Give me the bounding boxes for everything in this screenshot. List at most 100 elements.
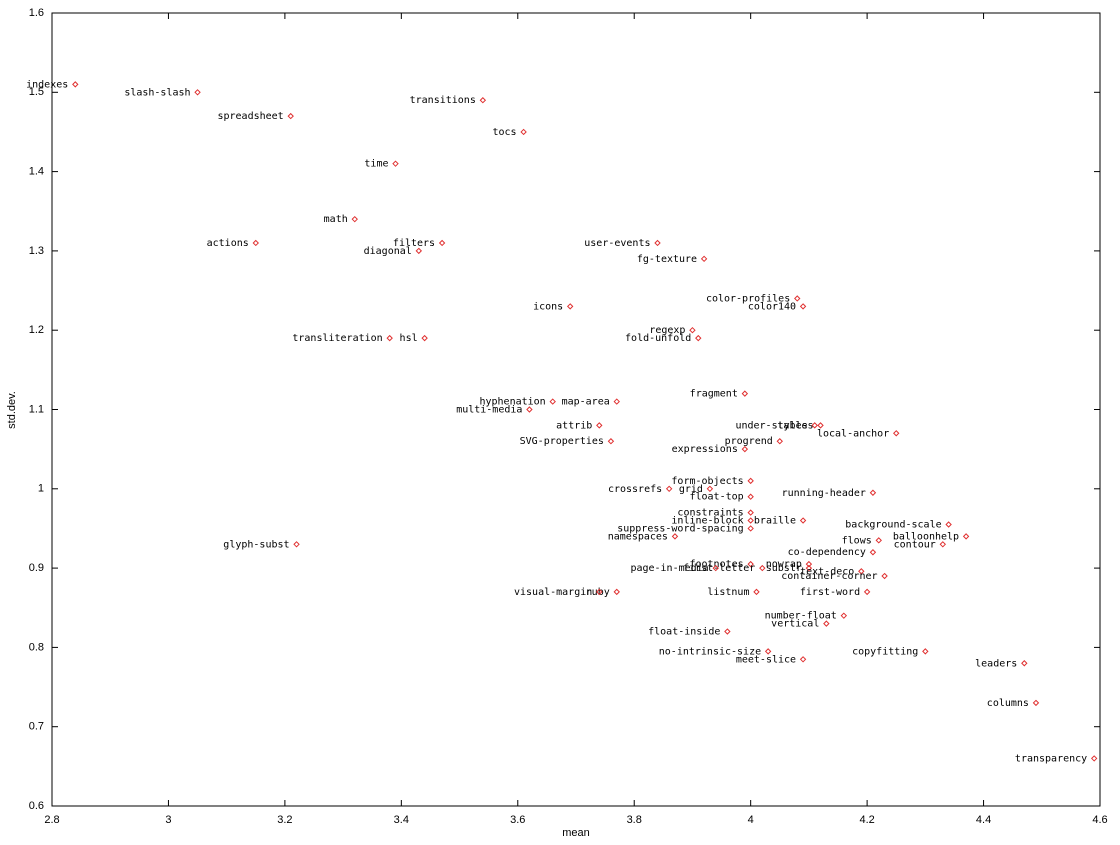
point [654, 239, 661, 247]
point-label: first-word [800, 587, 860, 598]
point-label: color-profiles [706, 293, 790, 304]
point [922, 648, 929, 655]
point-label: running-header [782, 488, 866, 499]
point [805, 564, 813, 572]
point-label: visual-margin [514, 587, 592, 598]
point [72, 81, 79, 88]
point-label: icons [533, 301, 563, 312]
point [421, 334, 428, 342]
point [671, 533, 679, 540]
x-axis-label: mean [562, 827, 590, 839]
point [869, 489, 877, 496]
point-label: flows [842, 535, 872, 546]
point [863, 588, 871, 596]
point [747, 517, 754, 524]
point-label: page-in-media [630, 563, 708, 574]
point-label: under-styles [735, 420, 807, 431]
point-label: listnum [707, 587, 749, 598]
point [759, 564, 766, 572]
point-label: container-corner [781, 571, 877, 582]
point-label: grid [679, 484, 703, 495]
point [695, 334, 702, 342]
point-label: actions [207, 238, 249, 249]
point [351, 215, 358, 223]
point-label: map-area [562, 397, 610, 408]
point-label: fold-unfold [625, 333, 691, 344]
point-label: first-letter [683, 563, 755, 574]
point-label: balloonhelp [893, 531, 959, 542]
point [875, 537, 882, 544]
point [939, 541, 947, 548]
point-label: math [324, 214, 348, 225]
point-label: transitions [410, 95, 476, 106]
point [945, 521, 952, 528]
point-label: footnotes [689, 559, 743, 570]
point [858, 568, 865, 575]
point [287, 112, 294, 120]
point [549, 398, 556, 405]
x-tick-label: 3.2 [277, 814, 292, 826]
point-label: spreadsheet [217, 111, 283, 122]
point [747, 493, 754, 500]
point-label: background-scale [845, 519, 941, 530]
point-label: attrib [556, 420, 592, 431]
point [1021, 660, 1028, 667]
point-label: suppress-word-spacing [617, 523, 743, 534]
y-tick-label: 1.1 [29, 403, 44, 415]
point [665, 485, 673, 493]
point-label: text-deco [800, 566, 854, 577]
x-tick-label: 4.6 [1092, 814, 1107, 826]
point [392, 160, 399, 167]
point [596, 422, 603, 429]
point [799, 656, 807, 663]
point-label: leaders [975, 658, 1017, 669]
x-tick-label: 4.4 [976, 814, 991, 826]
point [724, 628, 731, 635]
x-tick-label: 4 [748, 814, 754, 826]
point [566, 303, 574, 310]
point [415, 247, 423, 255]
point-label: nowrap [766, 559, 802, 570]
point-label: crossrefs [608, 484, 662, 495]
point [479, 97, 487, 104]
point [1090, 755, 1098, 762]
x-tick-label: 2.8 [44, 814, 59, 826]
y-tick-label: 0.7 [29, 721, 44, 733]
point [747, 525, 754, 532]
y-tick-label: 1.3 [29, 245, 44, 257]
point [881, 572, 888, 580]
point [293, 541, 300, 548]
point-label: user-events [584, 238, 650, 249]
point-label: regexp [649, 325, 685, 336]
point-label: columns [987, 698, 1029, 709]
point-label: meet-slice [736, 654, 796, 665]
point [526, 406, 533, 413]
point [799, 517, 807, 524]
point-label: inline-block [671, 516, 743, 527]
point [840, 612, 848, 619]
plot-frame [51, 12, 1101, 807]
point-label: contour [894, 539, 936, 550]
point-label: transparency [1015, 753, 1087, 764]
point-label: progrend [725, 436, 773, 447]
point-label: vertical [771, 619, 819, 630]
point-label: SVG-properties [520, 436, 604, 447]
point-label: copyfitting [852, 646, 918, 657]
point [817, 422, 824, 429]
point-label: filters [393, 238, 435, 249]
y-tick-label: 0.8 [29, 641, 44, 653]
point [869, 549, 877, 556]
y-tick-label: 1.2 [29, 324, 44, 336]
point-label: tables [777, 420, 813, 431]
point [805, 560, 813, 568]
point [689, 326, 696, 334]
point-label: transliteration [292, 333, 382, 344]
point [1032, 699, 1040, 707]
point-label: float-inside [648, 627, 720, 638]
point [194, 89, 201, 96]
point [811, 422, 818, 429]
point-label: time [364, 159, 388, 170]
point-label: number-float [765, 611, 837, 622]
point [520, 128, 527, 136]
